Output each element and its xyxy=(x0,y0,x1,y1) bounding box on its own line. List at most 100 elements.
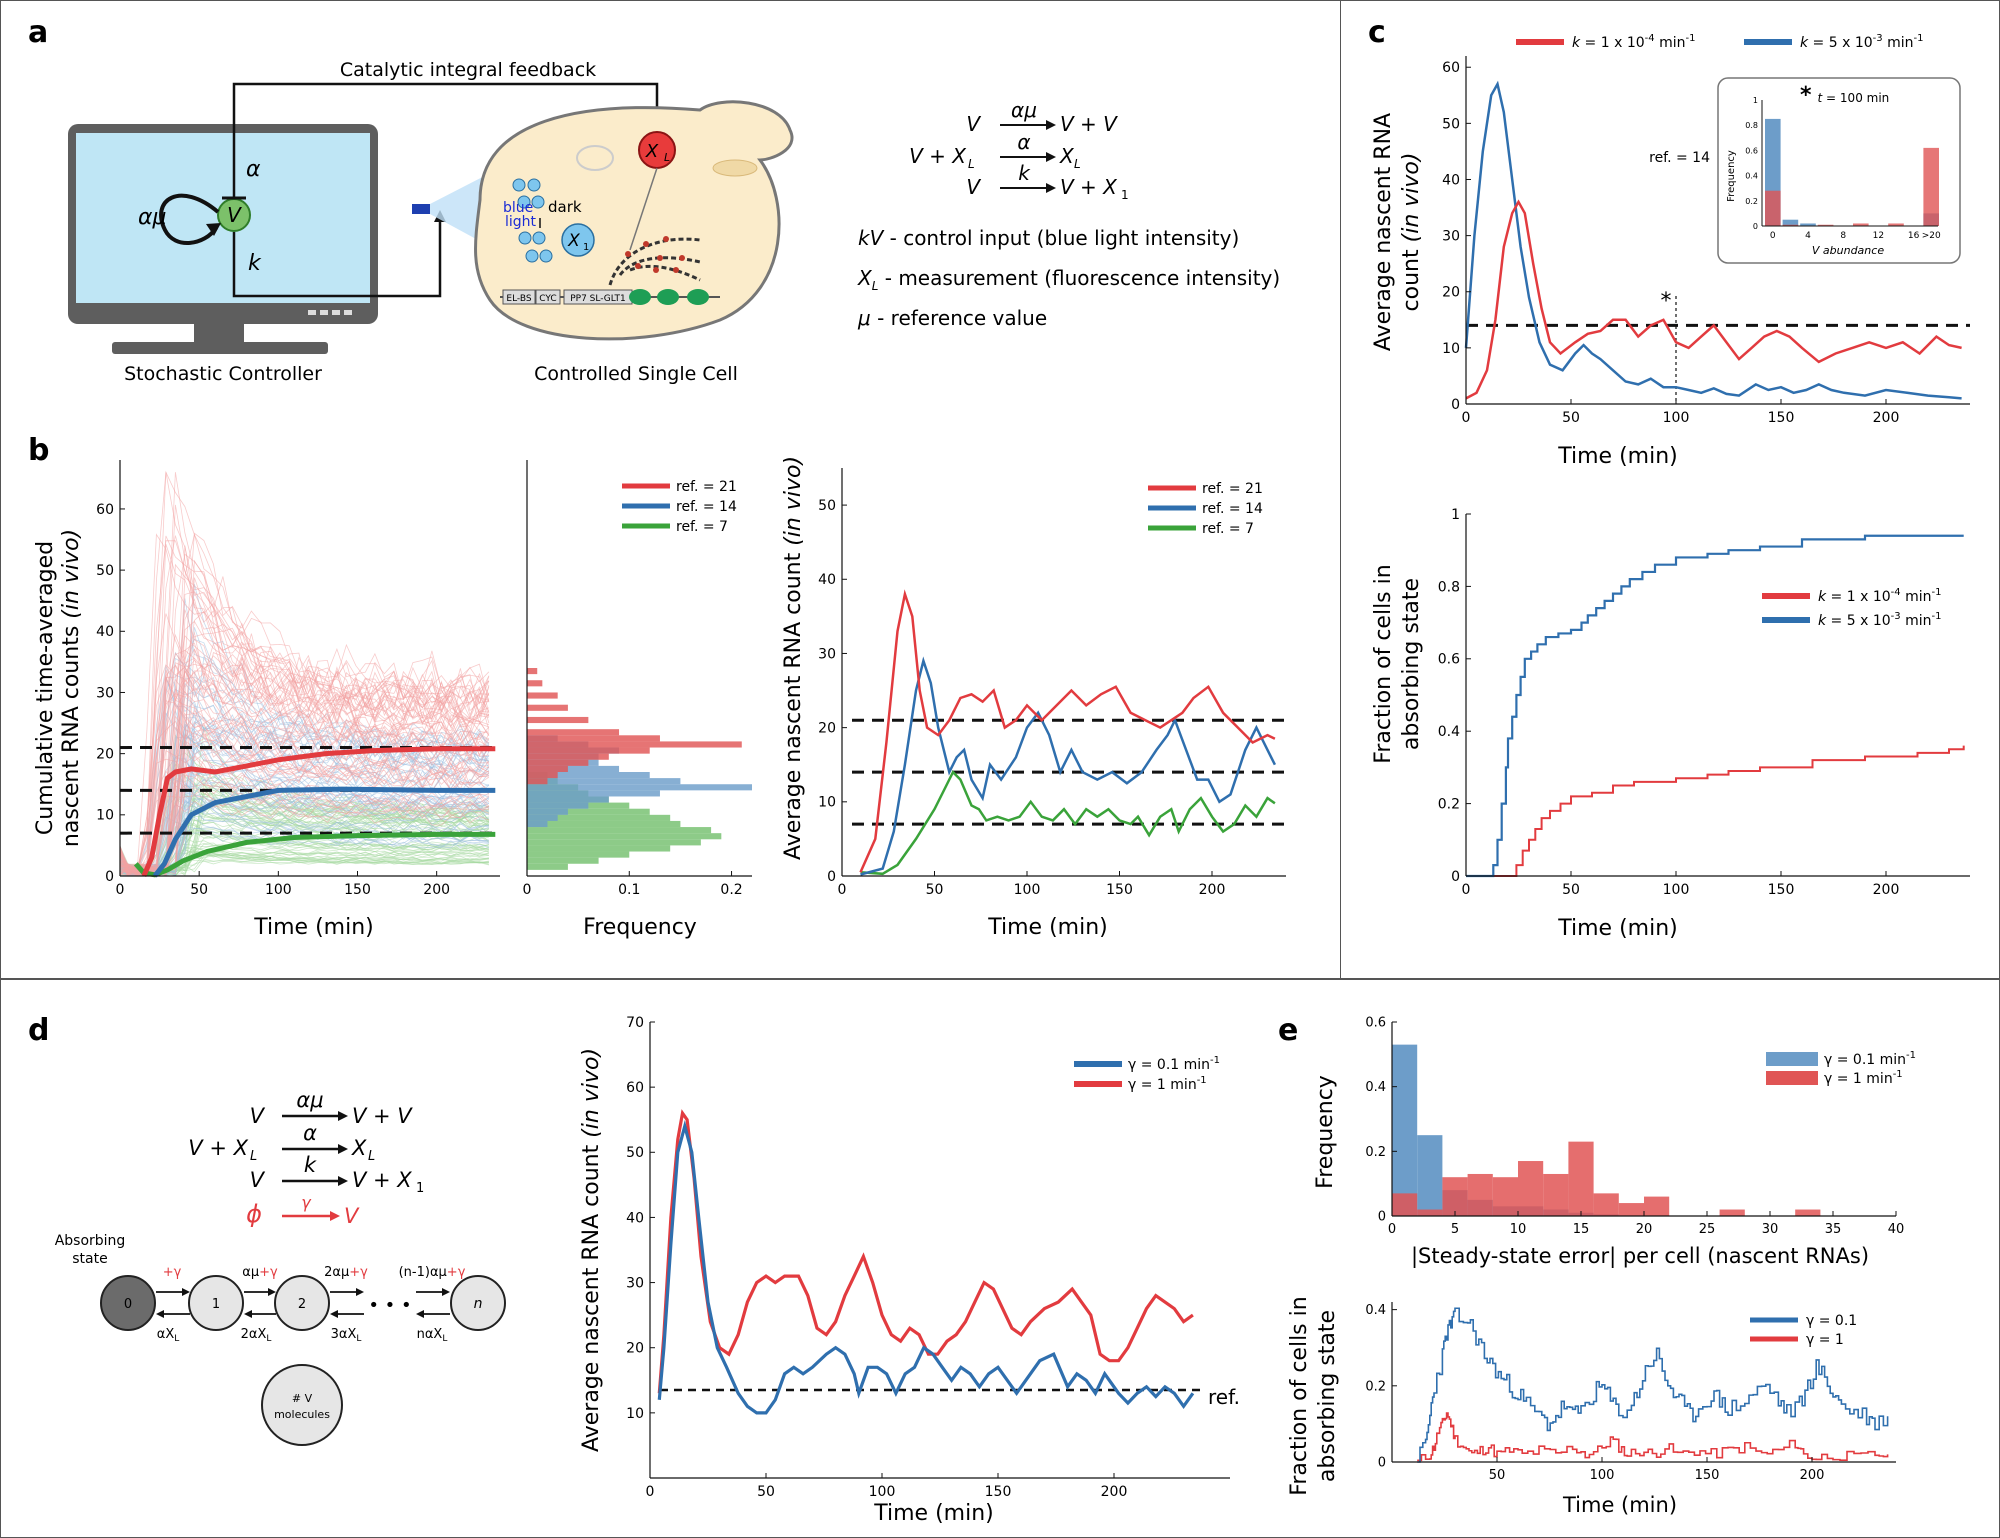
b-right-xlabel: Time (min) xyxy=(987,915,1108,940)
hist-bar-red xyxy=(1719,1209,1745,1216)
hist-bar-red xyxy=(527,680,543,687)
inset-bar-red xyxy=(1888,223,1904,226)
y-tick-label: 10 xyxy=(818,795,836,811)
single-cell-trace xyxy=(119,472,490,877)
b-hist-legend: ref. = 21 ref. = 14 ref. = 7 xyxy=(622,479,737,535)
x-tick-label: 15 xyxy=(1573,1222,1590,1237)
hist-bar-red xyxy=(1644,1196,1670,1216)
x-tick-label: 5 xyxy=(1451,1222,1459,1237)
y-tick-label: 0.4 xyxy=(1365,1303,1386,1318)
loop-arrowhead-icon xyxy=(206,223,221,236)
blue-light-label-2: light xyxy=(505,214,537,230)
polymerase-group-icon xyxy=(608,236,709,305)
upper-rate: 2αμ+γ xyxy=(324,1265,368,1280)
lower-rate: 2αXL xyxy=(241,1327,272,1344)
single-cell-trace xyxy=(119,711,490,877)
legend-label: ref. = 14 xyxy=(676,499,737,515)
legend-label: k = 5 x 10-3 min-1 xyxy=(1800,33,1923,51)
legend-label: γ = 1 min-1 xyxy=(1128,1075,1207,1093)
y-tick-label: 20 xyxy=(818,721,836,737)
series-line-red xyxy=(657,1109,1194,1394)
construct-box xyxy=(535,289,561,305)
alpha-label: α xyxy=(246,157,261,182)
monitor-led-icon xyxy=(332,310,340,315)
y-tick-label: 0 xyxy=(105,869,114,885)
construct-box xyxy=(502,289,536,305)
molecule-label-1: # V xyxy=(292,1392,313,1405)
single-cell-trace xyxy=(119,609,490,873)
series-line-blue xyxy=(1417,1307,1889,1463)
arrowhead-icon xyxy=(338,1111,348,1121)
hist-bar-blue xyxy=(527,796,609,803)
y-tick-label: 40 xyxy=(96,624,114,640)
b-hist-xlabel: Frequency xyxy=(583,915,697,940)
reaction-list: V αμ V + V V + X L α X L V k V + X 1 xyxy=(909,98,1129,202)
x-tick-label: 100 xyxy=(1663,882,1690,898)
x-tick-label: >20 xyxy=(1922,231,1941,241)
series-line-blue xyxy=(1466,534,1964,878)
c-top-star-marker: * xyxy=(1661,289,1672,314)
lower-rate: αXL xyxy=(157,1327,180,1344)
reaction-lhs: ϕ xyxy=(246,1200,262,1228)
panel-label-b: b xyxy=(28,433,49,468)
inset-bar-blue xyxy=(1800,223,1816,226)
protein-icon xyxy=(517,195,531,209)
e-top-ylabel: Frequency xyxy=(1313,1075,1338,1189)
reaction-sub: 1 xyxy=(416,1181,424,1196)
mitochondrion-icon xyxy=(712,159,758,177)
alpha-mu-label: αμ xyxy=(138,205,167,230)
b-left-ylabel-1: Cumulative time-averaged xyxy=(33,541,58,835)
hist-bar-red xyxy=(527,729,620,736)
e-bot-legend: γ = 0.1 γ = 1 xyxy=(1750,1313,1857,1348)
node-x1-label: X xyxy=(567,231,580,251)
reaction-rate: αμ xyxy=(1011,98,1037,122)
x-tick-label: 40 xyxy=(1888,1222,1905,1237)
axes: 50 100 150 200 0 0.2 0.4 xyxy=(1365,1302,1896,1483)
b-right-ylabel: Average nascent RNA count (in vivo) xyxy=(781,456,806,860)
single-cell-trace xyxy=(119,533,490,870)
hist-bar-green xyxy=(527,820,681,828)
x-tick-label: 30 xyxy=(1762,1222,1779,1237)
hist-bar-red xyxy=(1518,1161,1544,1216)
legend-label: ref. = 21 xyxy=(676,479,737,495)
hist-bar-blue xyxy=(527,765,620,772)
node-x1-icon xyxy=(561,223,595,257)
controller-label: Stochastic Controller xyxy=(124,363,322,385)
y-tick-label: 1 xyxy=(1451,507,1460,523)
reaction-lhs: V xyxy=(966,112,981,136)
node-xl-label: X xyxy=(645,141,659,162)
hist-bar-green xyxy=(527,839,701,846)
x-tick-label: 50 xyxy=(190,882,208,898)
single-cell-trace xyxy=(119,631,489,875)
axes: 0 0.2 0.4 0.6 0.8 1 0 4 8 12 16 >20 xyxy=(1745,96,1941,241)
hist-bar-red xyxy=(1417,1209,1443,1216)
monitor-led-icon xyxy=(308,310,316,315)
series-line-ref-7 xyxy=(860,769,1276,876)
single-cell-trace xyxy=(119,688,490,874)
hist-bar-red xyxy=(527,716,589,724)
state-2-icon xyxy=(274,1275,330,1331)
inset-bar-red xyxy=(1853,223,1869,226)
reaction-sub: L xyxy=(250,1149,257,1164)
y-tick-label: 0 xyxy=(1753,222,1758,231)
inset-bar-red xyxy=(1782,224,1799,226)
e-top-xlabel: |Steady-state error| per cell (nascent R… xyxy=(1411,1244,1869,1269)
series-lines xyxy=(1464,80,1962,400)
inset-bar-blue xyxy=(1782,219,1799,226)
single-cell-trace xyxy=(119,770,489,873)
absorbing-label-1: Absorbing xyxy=(55,1233,126,1249)
series-lines xyxy=(1417,1307,1889,1463)
d-chart-ref-label: ref. xyxy=(1208,1385,1240,1409)
reaction-sub: L xyxy=(368,1149,375,1164)
series-line-blue xyxy=(657,1120,1195,1415)
c-top-ylabel-1: Average nascent RNA xyxy=(1371,113,1396,351)
reaction-sub: L xyxy=(968,157,975,171)
hist-bar-red xyxy=(527,753,609,760)
reaction-rhs: X xyxy=(1059,144,1075,168)
y-tick-label: 10 xyxy=(626,1406,644,1422)
monitor-led-icon xyxy=(344,310,352,315)
protein-icon xyxy=(532,231,546,245)
